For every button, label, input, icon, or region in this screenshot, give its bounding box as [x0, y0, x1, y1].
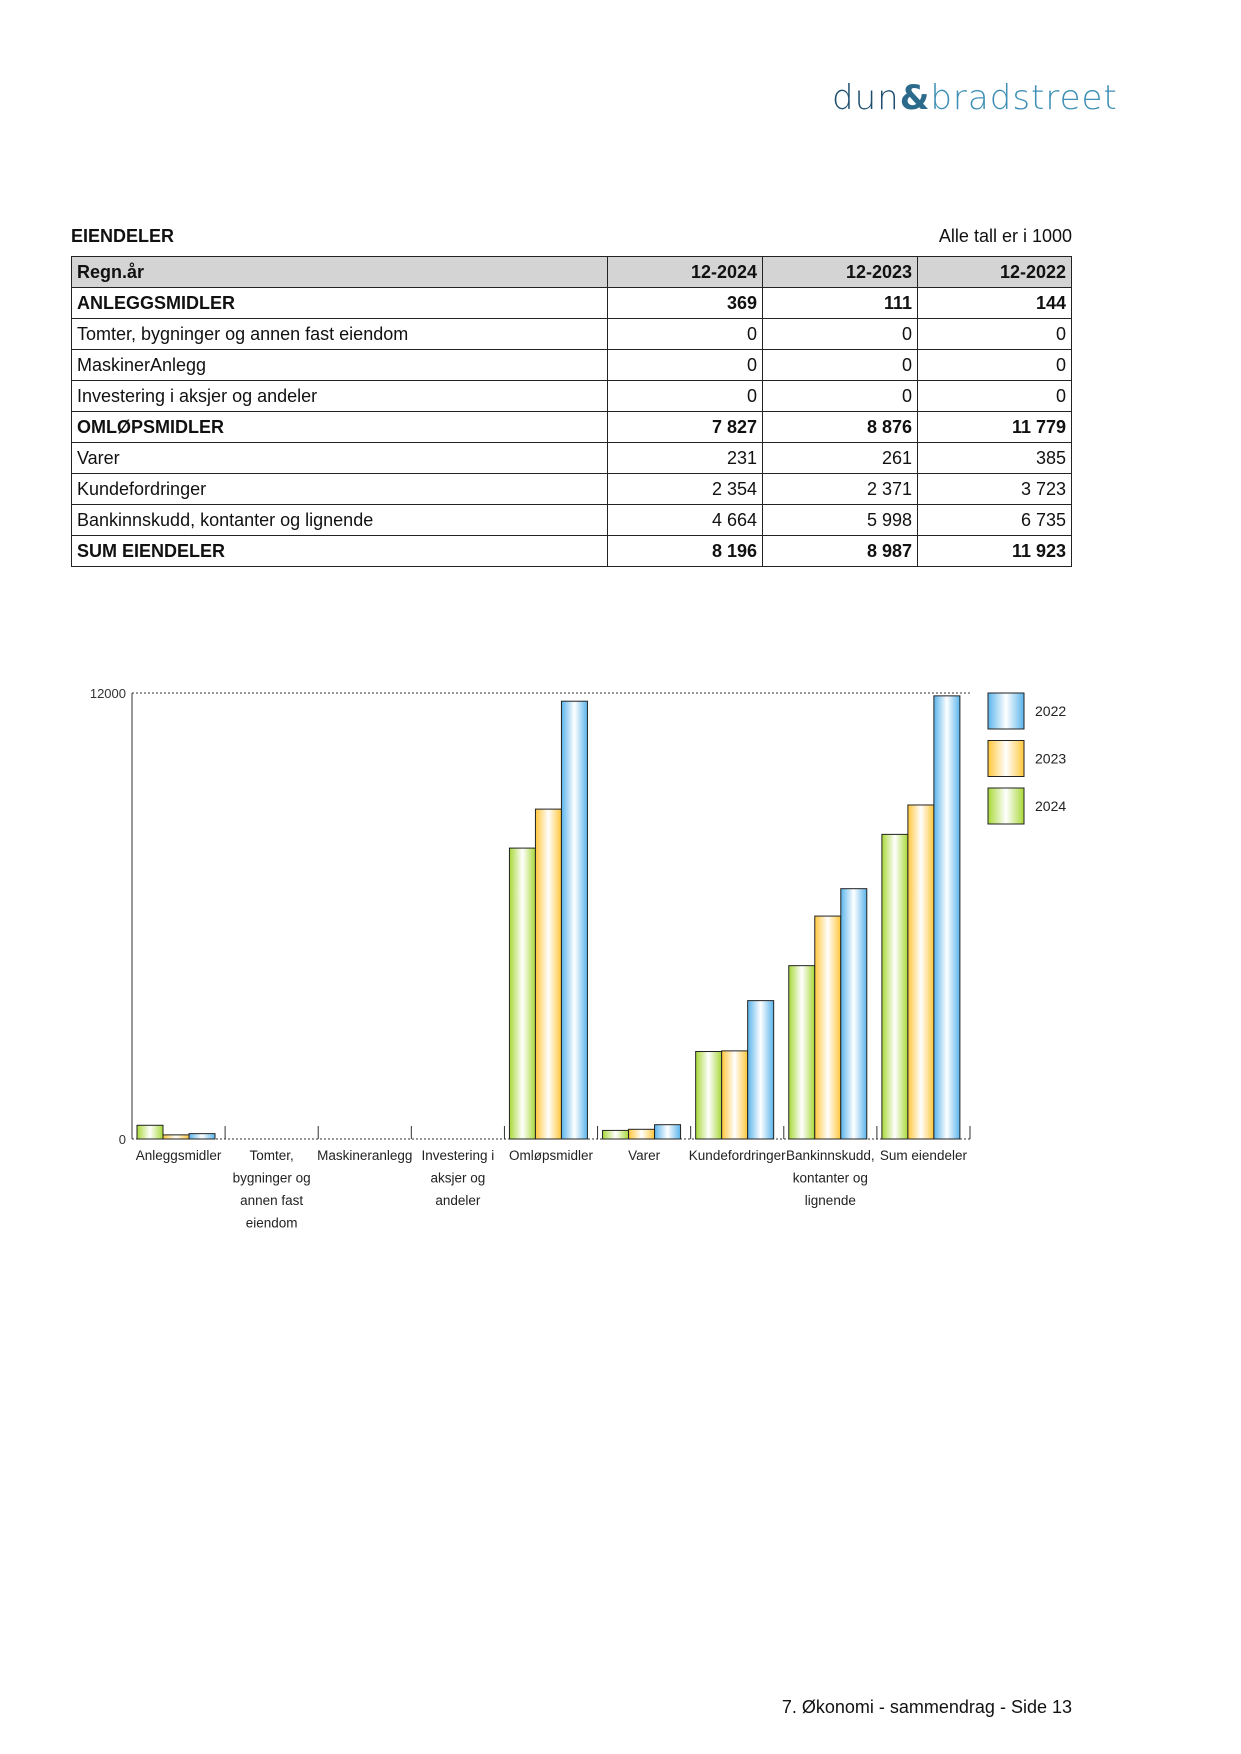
x-tick-label: Kundefordringer: [689, 1148, 786, 1163]
logo-ampersand: &: [899, 78, 931, 118]
legend-label: 2024: [1035, 798, 1066, 814]
bar-2022: [840, 888, 868, 1140]
bar-2022: [654, 1124, 682, 1140]
x-tick-label: andeler: [435, 1193, 481, 1208]
bar-2024: [602, 1129, 630, 1140]
table-row: MaskinerAnlegg 0 0 0: [71, 349, 1072, 381]
bar-2023: [162, 1134, 190, 1140]
bar-2023: [907, 804, 935, 1140]
row-label: SUM EIENDELER: [71, 535, 608, 567]
dun-bradstreet-logo: dun&bradstreet: [832, 78, 1118, 118]
value-cell: 2 371: [762, 473, 918, 505]
y-tick-label: 0: [119, 1132, 126, 1147]
table-row: ANLEGGSMIDLER 369 111 144: [71, 287, 1072, 319]
bar-2024: [136, 1124, 164, 1140]
x-tick-label: Omløpsmidler: [509, 1148, 594, 1163]
x-tick-label: Sum eiendeler: [880, 1148, 968, 1163]
x-tick-label: annen fast: [240, 1193, 303, 1208]
bar-2023: [721, 1050, 749, 1140]
row-label: Tomter, bygninger og annen fast eiendom: [71, 318, 608, 350]
row-label: Investering i aksjer og andeler: [71, 380, 608, 412]
x-tick-label: kontanter og: [793, 1171, 868, 1186]
x-tick-label: Tomter,: [250, 1148, 294, 1163]
legend-label: 2022: [1035, 703, 1066, 719]
x-tick-label: Bankinnskudd,: [786, 1148, 875, 1163]
bar-2022: [747, 1000, 775, 1140]
bar-2023: [628, 1128, 656, 1140]
bar-2022: [188, 1133, 216, 1140]
logo-text-dun: dun: [832, 78, 900, 118]
value-cell: 0: [762, 349, 918, 381]
x-tick-label: aksjer og: [430, 1171, 485, 1186]
x-tick-label: Maskineranlegg: [317, 1148, 412, 1163]
page-footer: 7. Økonomi - sammendrag - Side 13: [781, 1697, 1072, 1717]
bar-2024: [881, 833, 909, 1140]
logo-text-bradstreet: bradstreet: [930, 78, 1118, 118]
legend-swatch-2022: [987, 692, 1025, 730]
row-label: OMLØPSMIDLER: [71, 411, 608, 443]
header-cell: 12-2024: [607, 256, 763, 288]
row-label: Kundefordringer: [71, 473, 608, 505]
row-label: ANLEGGSMIDLER: [71, 287, 608, 319]
row-label: Varer: [71, 442, 608, 474]
header-cell: Regn.år: [71, 256, 608, 288]
header-cell: 12-2022: [917, 256, 1072, 288]
bar-2024: [508, 847, 536, 1140]
legend-swatch-2024: [987, 787, 1025, 825]
table-row: OMLØPSMIDLER 7 827 8 876 11 779: [71, 411, 1072, 443]
value-cell: 7 827: [607, 411, 763, 443]
value-cell: 369: [607, 287, 763, 319]
table-row: Varer 231 261 385: [71, 442, 1072, 474]
bar-2023: [534, 808, 562, 1140]
table-row: Tomter, bygninger og annen fast eiendom 0…: [71, 318, 1072, 350]
x-tick-label: bygninger og: [233, 1171, 311, 1186]
y-tick-label: 12000: [90, 686, 126, 701]
value-cell: 8 196: [607, 535, 763, 567]
value-cell: 144: [917, 287, 1072, 319]
bar-2022: [560, 700, 588, 1140]
table-header-row: Regn.år 12-2024 12-2023 12-2022: [71, 256, 1072, 288]
x-tick-label: Anleggsmidler: [136, 1148, 222, 1163]
value-cell: 4 664: [607, 504, 763, 536]
bar-2024: [695, 1051, 723, 1140]
row-label: MaskinerAnlegg: [71, 349, 608, 381]
x-tick-label: Investering i: [421, 1148, 494, 1163]
x-tick-label: eiendom: [246, 1216, 298, 1231]
table-row: Kundefordringer 2 354 2 371 3 723: [71, 473, 1072, 505]
table-row: SUM EIENDELER 8 196 8 987 11 923: [71, 535, 1072, 567]
section-title: EIENDELER: [71, 226, 175, 246]
assets-table: Regn.år 12-2024 12-2023 12-2022 ANLEGGSM…: [71, 256, 1072, 567]
header-cell: 12-2023: [762, 256, 918, 288]
bar-2024: [788, 965, 816, 1140]
value-cell: 8 876: [762, 411, 918, 443]
value-cell: 0: [917, 318, 1072, 350]
x-tick-label: Varer: [628, 1148, 661, 1163]
bar-2022: [933, 695, 961, 1140]
legend-label: 2023: [1035, 751, 1066, 767]
value-cell: 2 354: [607, 473, 763, 505]
value-cell: 8 987: [762, 535, 918, 567]
value-cell: 3 723: [917, 473, 1072, 505]
value-cell: 11 779: [917, 411, 1072, 443]
unit-note: Alle tall er i 1000: [938, 226, 1072, 246]
x-tick-label: lignende: [805, 1193, 856, 1208]
value-cell: 11 923: [917, 535, 1072, 567]
legend-swatch-2023: [987, 740, 1025, 777]
bar-2023: [814, 915, 842, 1140]
